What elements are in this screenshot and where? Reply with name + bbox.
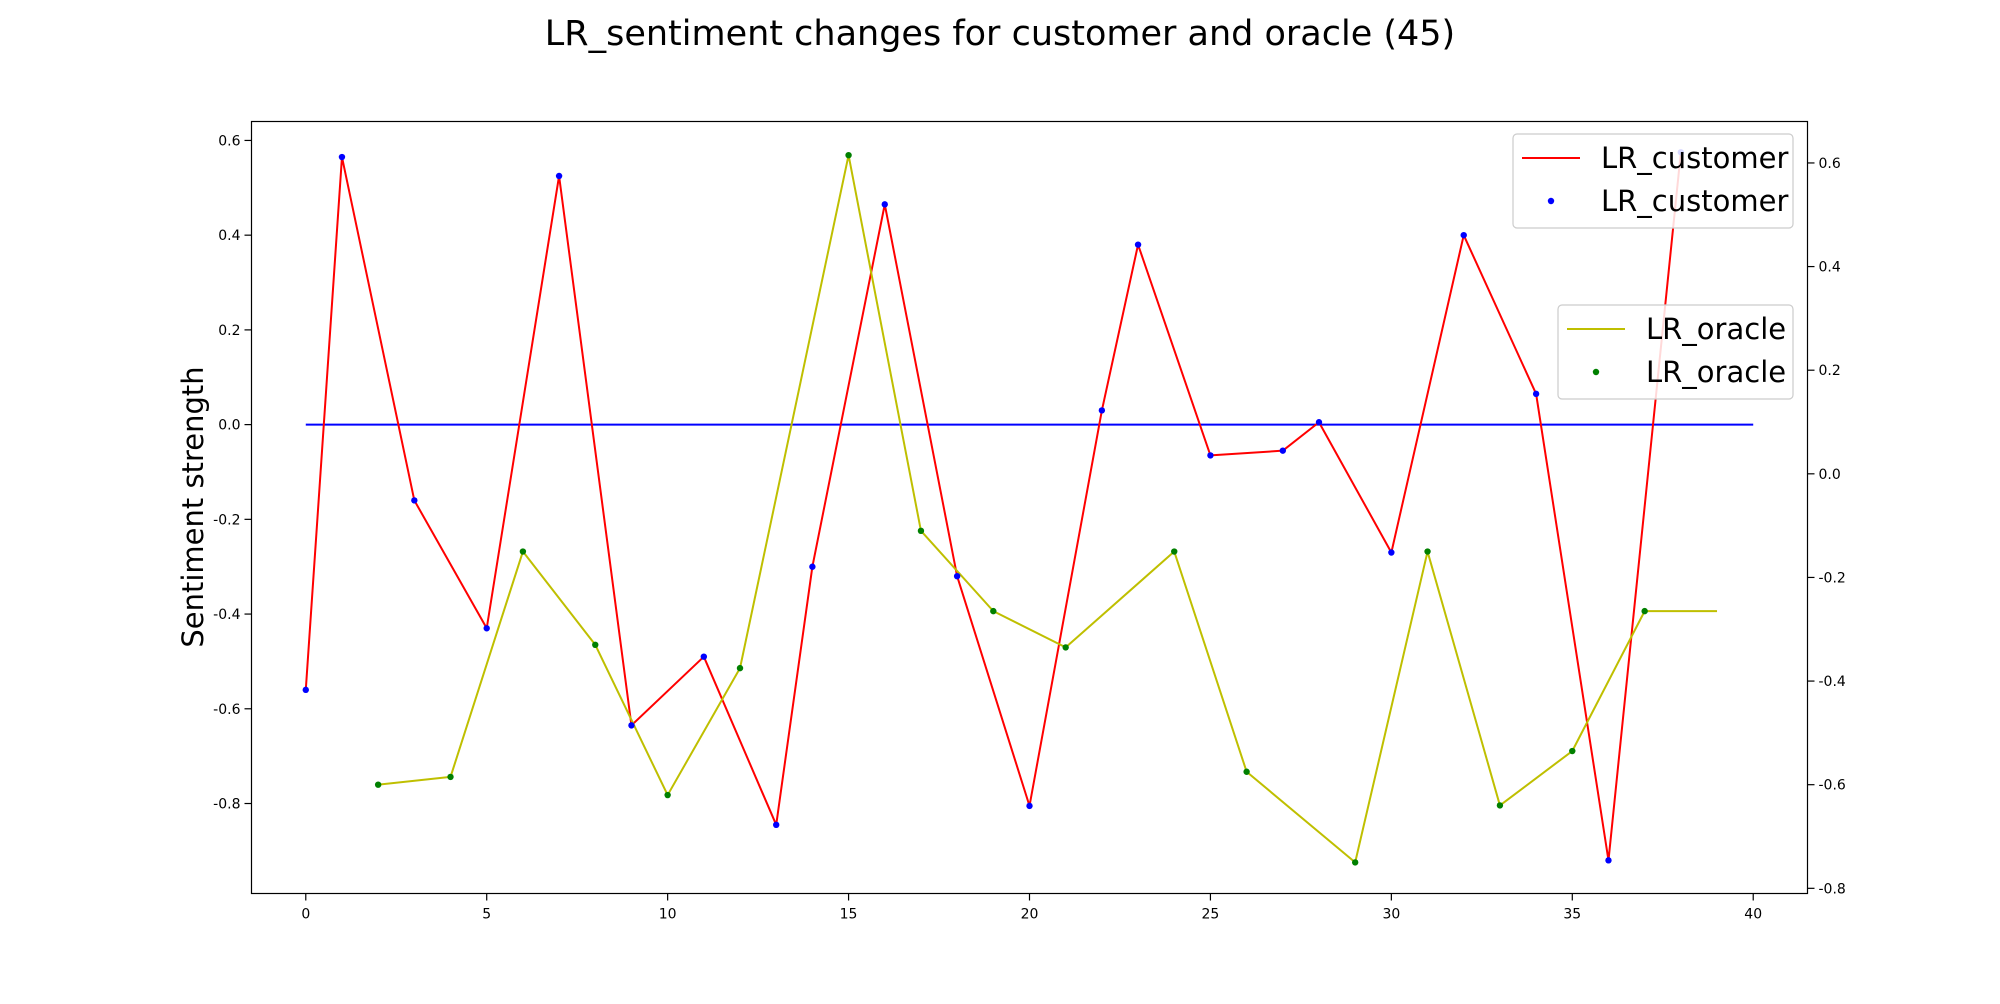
legend-label: LR_oracle	[1646, 312, 1786, 346]
x-tick-label: 35	[1563, 907, 1581, 923]
data-point-lr-oracle	[1641, 607, 1648, 615]
right-y-tick-label: -0.6	[1819, 778, 1846, 794]
data-point-lr-oracle	[447, 773, 454, 781]
axes: 0 5 10 15 20 25 30 35 40 0.6 0.4 0.2 0.0 -0.2 -0.4 -0.6…	[213, 133, 1846, 922]
right-y-tick-label: 0.4	[1819, 260, 1841, 276]
x-tick-label: 10	[659, 907, 677, 923]
left-y-tick-label: -0.2	[213, 512, 240, 528]
right-y-tick-label: 0.0	[1819, 467, 1841, 483]
data-point-lr-customer	[1460, 231, 1467, 239]
data-point-lr-customer	[809, 563, 816, 570]
data-point-lr-oracle	[1496, 802, 1504, 809]
data-point-lr-customer	[338, 153, 346, 161]
x-tick-label: 0	[301, 907, 310, 923]
x-tick-label: 25	[1202, 907, 1220, 923]
right-y-tick-label: -0.4	[1819, 674, 1846, 690]
data-point-lr-customer	[881, 201, 888, 208]
x-tick-label: 40	[1744, 907, 1762, 923]
right-y-tick-label: -0.2	[1819, 570, 1846, 586]
data-point-lr-oracle	[1243, 768, 1250, 775]
data-point-lr-customer	[1207, 452, 1214, 459]
data-point-lr-customer	[953, 572, 961, 580]
legend-label: LR_oracle	[1646, 355, 1786, 389]
data-point-lr-customer	[628, 722, 635, 729]
data-point-lr-oracle	[374, 781, 382, 788]
chart-title: LR_sentiment changes for customer and or…	[545, 14, 1455, 54]
data-point-lr-customer	[483, 625, 490, 632]
data-point-lr-oracle	[592, 641, 599, 649]
data-point-lr-oracle	[519, 548, 527, 555]
data-point-lr-customer	[1134, 241, 1142, 248]
right-y-tick-label: 0.2	[1819, 363, 1841, 379]
left-y-tick-label: -0.8	[213, 797, 240, 813]
data-point-lr-customer	[1279, 447, 1287, 454]
data-point-lr-customer	[1026, 802, 1033, 810]
data-point-lr-oracle	[1424, 548, 1431, 555]
data-point-lr-oracle	[1351, 859, 1359, 866]
data-point-lr-customer	[1315, 419, 1323, 426]
left-y-tick-label: -0.6	[213, 702, 240, 718]
legend-label: LR_customer	[1601, 141, 1788, 175]
data-point-lr-oracle	[1569, 747, 1576, 755]
data-point-lr-customer	[302, 686, 309, 694]
left-y-tick-label: -0.4	[213, 607, 240, 623]
legends: LR_customer LR_customer LR_oracle LR_oracle	[1512, 133, 1794, 400]
legend-oracle: LR_oracle LR_oracle	[1557, 304, 1794, 400]
left-y-tick-label: 0.2	[218, 323, 240, 339]
left-y-tick-label: 0.6	[218, 133, 240, 149]
x-tick-label: 30	[1382, 907, 1400, 923]
data-point-lr-customer	[700, 653, 708, 660]
x-tick-label: 15	[840, 907, 858, 923]
data-point-lr-oracle	[1171, 548, 1178, 555]
legend-marker-swatch	[1592, 368, 1600, 376]
data-point-lr-customer	[1388, 549, 1395, 556]
series-line-lr-customer	[304, 152, 1682, 862]
data-point-lr-oracle	[917, 527, 925, 535]
right-y-tick-label: -0.8	[1819, 881, 1846, 897]
data-point-lr-customer	[1532, 390, 1540, 398]
data-point-lr-customer	[411, 497, 418, 504]
data-point-lr-oracle	[845, 151, 852, 159]
data-point-lr-oracle	[1062, 644, 1069, 651]
plot-frame	[250, 120, 1809, 895]
x-tick-label: 5	[482, 907, 491, 923]
data-point-lr-oracle	[736, 664, 744, 672]
data-point-lr-oracle	[990, 607, 997, 615]
x-tick-label: 20	[1021, 907, 1039, 923]
left-y-tick-label: 0.0	[218, 418, 240, 434]
data-point-lr-customer	[1098, 407, 1106, 414]
legend-customer: LR_customer LR_customer	[1512, 133, 1794, 229]
data-point-lr-customer	[555, 172, 563, 180]
plot-area	[302, 149, 1754, 866]
right-y-tick-label: 0.6	[1819, 156, 1841, 172]
left-y-tick-label: 0.4	[218, 228, 240, 244]
data-point-lr-oracle	[664, 791, 671, 799]
legend-box	[1512, 133, 1794, 229]
legend-label: LR_customer	[1601, 184, 1788, 218]
legend-marker-swatch	[1547, 197, 1555, 205]
y-axis-label: Sentiment strength	[176, 366, 210, 647]
data-point-lr-customer	[1605, 857, 1612, 864]
data-point-lr-customer	[772, 821, 780, 829]
series-line-lr-oracle	[378, 154, 1718, 864]
